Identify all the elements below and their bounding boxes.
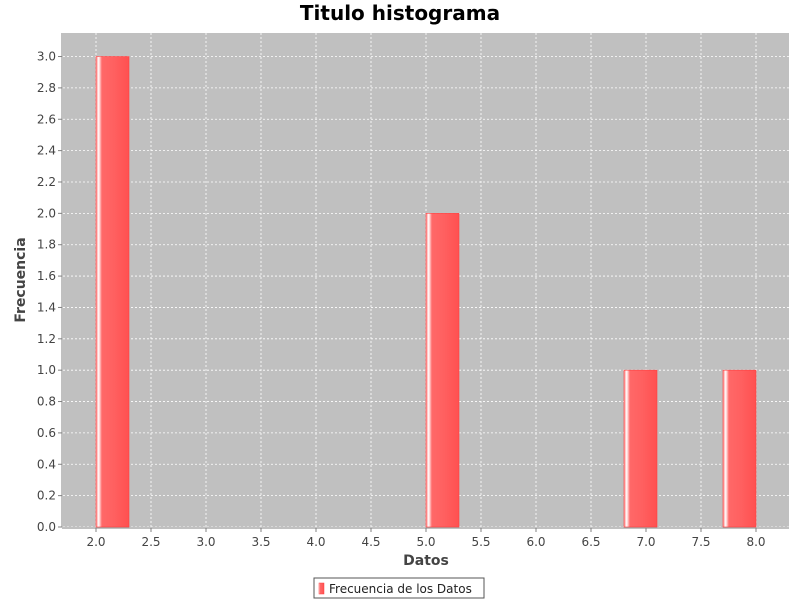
x-tick-label: 3.5 (251, 535, 270, 549)
x-tick-label: 5.5 (471, 535, 490, 549)
histogram-bar (425, 213, 460, 528)
chart-title: Titulo histograma (300, 1, 500, 25)
histogram-bar (722, 369, 757, 528)
x-tick-label: 4.5 (361, 535, 380, 549)
y-tick-label: 3.0 (37, 50, 56, 64)
y-tick-label: 0.0 (37, 520, 56, 534)
x-tick-label: 2.0 (86, 535, 105, 549)
y-tick-label: 1.4 (37, 300, 56, 314)
x-tick-label: 5.0 (416, 535, 435, 549)
x-tick-label: 7.5 (691, 535, 710, 549)
x-tick-label: 8.0 (746, 535, 765, 549)
x-tick-label: 2.5 (141, 535, 160, 549)
legend-label: Frecuencia de los Datos (329, 582, 472, 596)
y-axis-label: Frecuencia (13, 237, 29, 322)
x-tick-label: 6.0 (526, 535, 545, 549)
x-tick-label: 6.5 (581, 535, 600, 549)
y-tick-label: 0.2 (37, 489, 56, 503)
histogram-bar (623, 369, 658, 528)
x-axis-label: Datos (403, 553, 449, 569)
y-tick-label: 2.2 (37, 175, 56, 189)
legend-box (313, 577, 485, 599)
y-tick-label: 0.6 (37, 426, 56, 440)
y-axis-ticks: 0.0 0.2 0.4 0.6 0.8 1.0 1.2 1.4 1.6 1.8 2.0 2.2 2.4 2… (37, 50, 62, 534)
grid-lines (63, 33, 789, 528)
y-tick-label: 1.2 (37, 332, 56, 346)
y-tick-label: 0.4 (37, 457, 56, 471)
legend-swatch (318, 582, 325, 595)
y-tick-label: 2.0 (37, 206, 56, 220)
y-tick-label: 0.8 (37, 395, 56, 409)
x-tick-label: 3.0 (196, 535, 215, 549)
y-tick-label: 1.0 (37, 363, 56, 377)
y-tick-label: 2.4 (37, 144, 56, 158)
histogram-bar (95, 56, 130, 528)
legend: Frecuencia de los Datos (313, 577, 485, 599)
y-tick-label: 1.8 (37, 238, 56, 252)
bars (95, 56, 757, 528)
y-tick-label: 2.6 (37, 112, 56, 126)
y-tick-label: 2.8 (37, 81, 56, 95)
y-tick-label: 1.6 (37, 269, 56, 283)
x-tick-label: 4.0 (306, 535, 325, 549)
x-axis-ticks: 2.0 2.5 3.0 3.5 4.0 4.5 5.0 5.5 6.0 6.5 7.0 7.5 8.0 (86, 528, 766, 549)
x-tick-label: 7.0 (636, 535, 655, 549)
